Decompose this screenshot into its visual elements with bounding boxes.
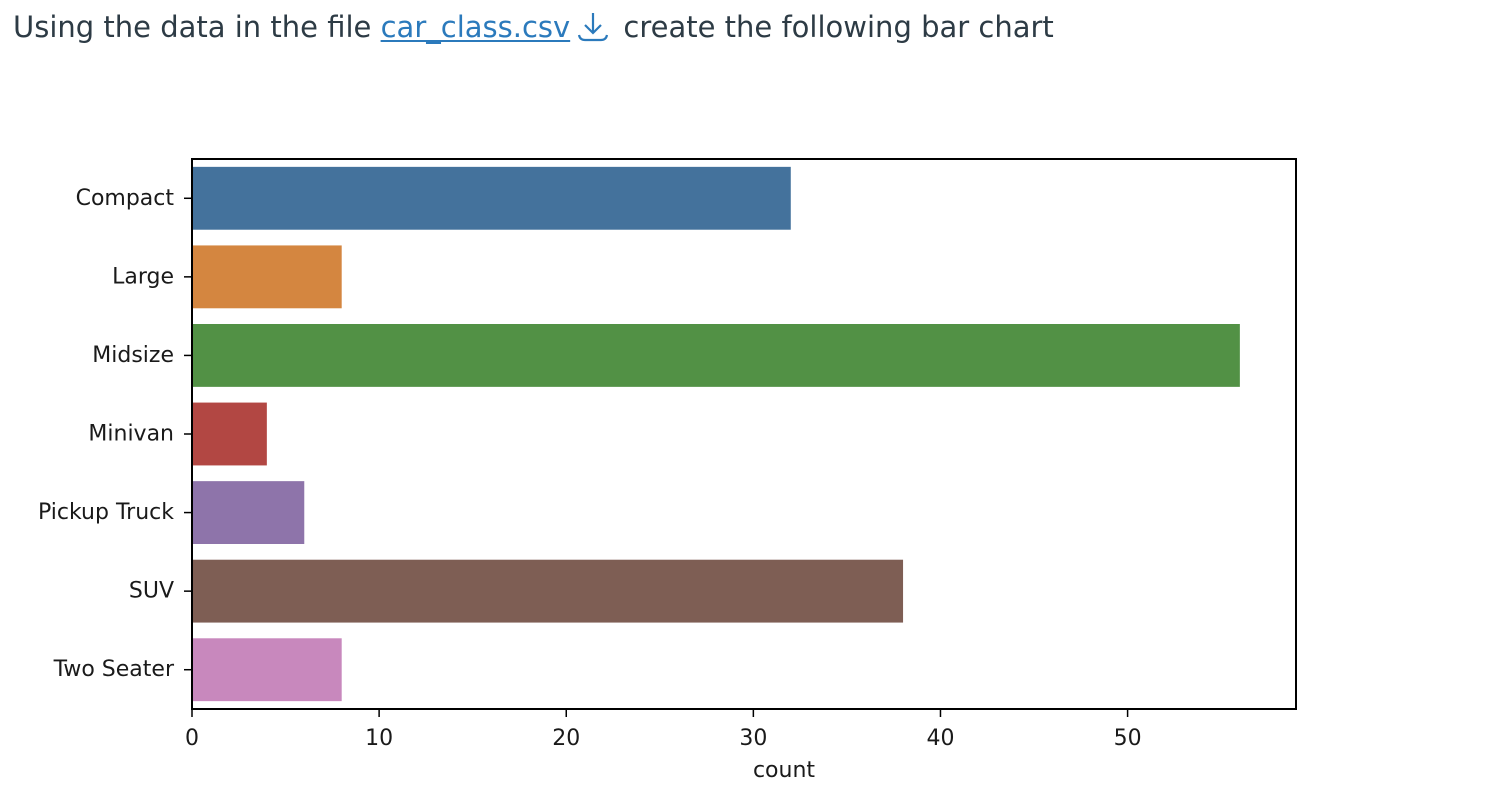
x-axis-label: count — [753, 758, 815, 783]
y-tick-label-two-seater: Two Seater — [53, 657, 175, 682]
x-tick-label-50: 50 — [1114, 726, 1142, 751]
y-tick-label-pickup-truck: Pickup Truck — [38, 500, 174, 525]
bars-group — [192, 166, 1240, 702]
bar-pickup-truck — [192, 481, 305, 544]
bar-midsize — [192, 324, 1240, 387]
bar-compact — [192, 166, 791, 230]
bar-minivan — [192, 402, 267, 466]
instruction-prefix: Using the data in the file — [13, 10, 381, 44]
x-axis: 0 10 20 30 40 50 — [185, 709, 1142, 751]
y-axis: Compact Large Midsize Minivan Pickup Truck SU… — [38, 186, 192, 682]
instruction-text: Using the data in the file car_class.csv… — [13, 8, 1054, 46]
y-tick-label-midsize: Midsize — [92, 343, 174, 368]
x-tick-label-30: 30 — [739, 726, 767, 751]
x-tick-label-20: 20 — [552, 726, 580, 751]
instruction-suffix: create the following bar chart — [614, 10, 1054, 44]
y-tick-label-suv: SUV — [129, 579, 174, 604]
plot-frame — [191, 158, 1297, 710]
y-tick-label-minivan: Minivan — [88, 422, 174, 447]
bar-two-seater — [192, 638, 342, 702]
x-tick-label-10: 10 — [365, 726, 393, 751]
csv-file-link[interactable]: car_class.csv — [380, 10, 571, 44]
x-tick-label-0: 0 — [185, 726, 199, 751]
bar-suv — [192, 559, 904, 623]
download-arrow-icon[interactable] — [576, 9, 610, 43]
y-tick-label-large: Large — [112, 264, 174, 289]
x-tick-label-40: 40 — [926, 726, 954, 751]
y-tick-label-compact: Compact — [76, 186, 175, 211]
bar-large — [192, 245, 342, 309]
